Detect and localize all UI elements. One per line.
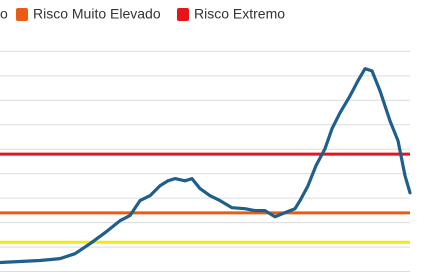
legend-label: Risco Extremo bbox=[194, 6, 285, 22]
legend-label: Risco Muito Elevado bbox=[33, 6, 161, 22]
legend-swatch bbox=[177, 8, 189, 21]
data-line bbox=[0, 67, 412, 265]
legend-swatch bbox=[16, 8, 28, 21]
legend-label: o bbox=[0, 6, 8, 22]
